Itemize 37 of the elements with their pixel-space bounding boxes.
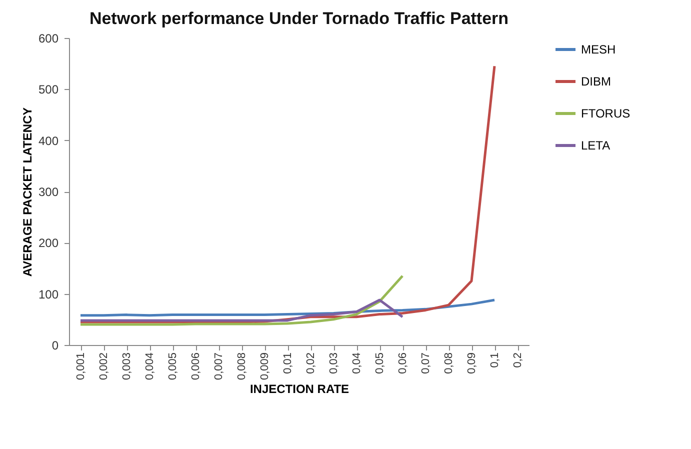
x-tick-label: 0,005: [167, 352, 179, 380]
y-tick-label: 400: [38, 134, 59, 148]
x-tick-label: 0,1: [489, 352, 501, 368]
y-tick-label: 200: [38, 236, 59, 250]
x-tick-label: 0,004: [144, 352, 156, 380]
chart-title: Network performance Under Tornado Traffic Pattern: [89, 9, 509, 28]
x-tick-label: 0,008: [236, 352, 248, 380]
x-tick-label: 0,05: [374, 352, 386, 374]
x-tick-label: 0,001: [75, 352, 87, 380]
y-tick-label: 100: [38, 287, 59, 302]
x-tick-label: 0,08: [443, 352, 455, 374]
y-tick-label: 600: [38, 32, 59, 46]
y-tick-label: 0: [52, 338, 59, 352]
y-axis-title: AVERAGE PACKET LATENCY: [20, 107, 34, 277]
x-tick-label: 0,003: [121, 352, 133, 380]
x-tick-label: 0,02: [305, 352, 317, 374]
y-tick-label: 500: [38, 82, 59, 97]
x-tick-label: 0,007: [213, 352, 225, 380]
x-tick-label: 0,2: [512, 352, 524, 368]
x-tick-label: 0,09: [466, 352, 478, 374]
legend-label: FTORUS: [581, 106, 630, 120]
x-tick-label: 0,03: [328, 352, 340, 374]
x-tick-label: 0,006: [190, 352, 202, 380]
line-series: [79, 274, 404, 326]
y-tick-label: 300: [38, 185, 59, 199]
legend-label: LETA: [581, 138, 610, 152]
x-tick-label: 0,04: [351, 352, 363, 374]
x-tick-label: 0,06: [397, 352, 409, 374]
x-tick-label: 0,01: [282, 352, 294, 374]
x-tick-label: 0,009: [259, 352, 271, 380]
line-series: [79, 298, 404, 322]
line-series: [79, 64, 496, 324]
legend-label: DIBM: [581, 74, 612, 88]
x-axis-title: INJECTION RATE: [250, 382, 350, 396]
x-tick-label: 0,07: [420, 352, 432, 374]
x-tick-label: 0,002: [98, 352, 110, 380]
legend-label: MESH: [581, 42, 616, 56]
